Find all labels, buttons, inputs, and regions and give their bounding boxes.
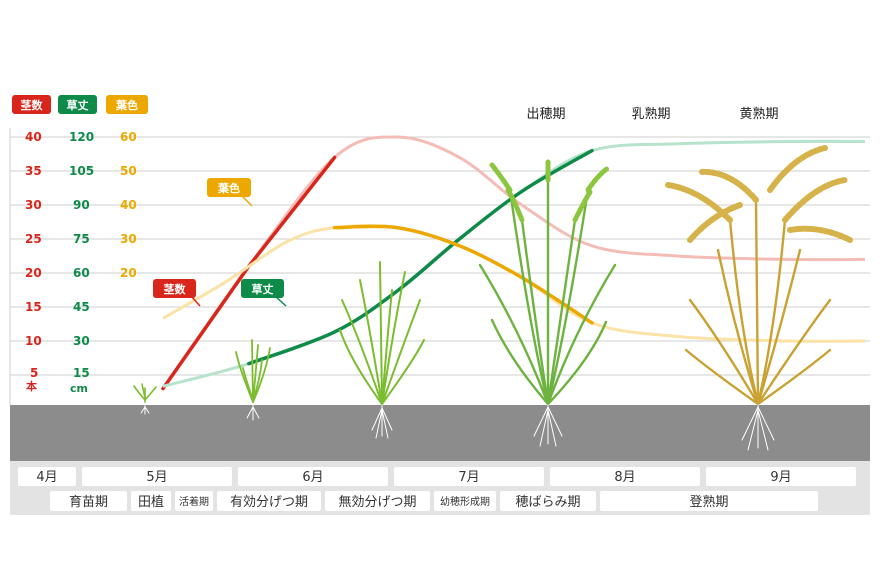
- callout-stems-label: 茎数: [164, 282, 187, 296]
- tick-label: 20: [25, 266, 42, 280]
- tick-label: 5: [30, 366, 38, 380]
- tick-label: 30: [25, 198, 42, 212]
- axis-unit-height: cm: [70, 382, 88, 395]
- month-label: 4月: [36, 470, 57, 485]
- stage-cell: [131, 491, 171, 511]
- month-cell: [394, 467, 544, 486]
- rice-plant-seedling-icon: [133, 383, 157, 403]
- stage-yellow-ripe: 黄熟期: [739, 106, 778, 122]
- tick-label: 105: [69, 164, 94, 178]
- legend: 茎数 草丈 葉色: [12, 95, 148, 114]
- month-cell: [706, 467, 856, 486]
- axis-stems: 40 35 30 25 20 15 10 5 本: [25, 130, 42, 393]
- stage-cell: [50, 491, 127, 511]
- tick-label: 15: [73, 366, 90, 380]
- tick-label: 60: [120, 130, 137, 144]
- month-cell: [238, 467, 388, 486]
- tick-label: 25: [25, 232, 42, 246]
- stage-milk-ripe: 乳熟期: [631, 106, 670, 122]
- ground-soil: [10, 405, 870, 461]
- callout-height: 草丈: [241, 279, 287, 307]
- month-label: 7月: [458, 470, 479, 485]
- tick-label: 40: [25, 130, 42, 144]
- month-label: 6月: [302, 470, 323, 485]
- grid-lines: [9, 128, 870, 405]
- month-cell: [82, 467, 232, 486]
- stage-heading-date: 出穂期: [526, 107, 565, 122]
- stage-label: 幼穂形成期: [440, 495, 490, 508]
- legend-stems-chip: [12, 95, 51, 114]
- axis-unit-stems: 本: [26, 379, 37, 393]
- month-label: 9月: [770, 470, 791, 485]
- axis-leaf-color: 60 50 40 30 20: [120, 130, 137, 280]
- tick-label: 90: [73, 198, 90, 212]
- axis-height: 120 105 90 75 60 45 30 15 cm: [69, 130, 94, 395]
- tick-label: 40: [120, 198, 137, 212]
- month-cell: [550, 467, 700, 486]
- callout-leaf-color-label: 葉色: [217, 181, 240, 195]
- tick-label: 10: [25, 334, 42, 348]
- tick-label: 20: [120, 266, 137, 280]
- callout-stems: 茎数: [153, 279, 201, 307]
- tick-label: 45: [73, 300, 90, 314]
- tick-label: 50: [120, 164, 137, 178]
- legend-leaf-color-label: 葉色: [115, 98, 138, 112]
- callout-leaf-color: 葉色: [207, 178, 253, 207]
- series-line-stems-full: [161, 135, 866, 390]
- stage-label: 活着期: [179, 495, 209, 508]
- stage-cell: [600, 491, 818, 511]
- series-line-leaf_color: [332, 224, 594, 325]
- stage-label: 穂ばらみ期: [515, 495, 580, 510]
- tick-label: 15: [25, 300, 42, 314]
- legend-height-chip: [58, 95, 97, 114]
- legend-leaf-color-chip: [106, 95, 148, 114]
- month-row: 4月 5月 6月 7月 8月 9月: [18, 467, 856, 486]
- stage-cell: [175, 491, 213, 511]
- tick-label: 120: [69, 130, 94, 144]
- top-stage-labels: 出穂期 乳熟期 黄熟期: [526, 106, 778, 122]
- tick-label: 30: [73, 334, 90, 348]
- tick-label: 75: [73, 232, 90, 246]
- stage-cell: [325, 491, 430, 511]
- series-layer: [161, 135, 866, 391]
- stage-label: 有効分げつ期: [230, 495, 308, 510]
- stage-cell: [434, 491, 496, 511]
- stage-label: 育苗期: [69, 494, 108, 510]
- stage-label: 無効分げつ期: [338, 495, 416, 510]
- stage-label: 田植: [138, 495, 164, 510]
- month-label: 8月: [614, 470, 635, 485]
- rice-plant-ripe-icon: [665, 145, 853, 406]
- legend-stems-label: 茎数: [21, 98, 44, 112]
- series-line-height-full: [162, 139, 866, 388]
- callout-height-label: 草丈: [252, 282, 274, 296]
- stage-row: 育苗期 田植 活着期 有効分げつ期 無効分げつ期 幼穂形成期 穂ばらみ期 登熟期: [50, 491, 818, 511]
- rice-plant-tillering-icon: [339, 261, 425, 405]
- rice-plant-heading-icon: [478, 157, 617, 406]
- series-line-height: [247, 148, 594, 366]
- root-icons: [140, 404, 775, 451]
- rice-plant-young-icon: [235, 339, 271, 403]
- stage-label: 登熟期: [689, 494, 728, 510]
- month-cell: [18, 467, 76, 486]
- stage-cell: [217, 491, 321, 511]
- stage-cell: [500, 491, 596, 511]
- tick-label: 60: [73, 266, 90, 280]
- tick-label: 30: [120, 232, 137, 246]
- tick-label: 35: [25, 164, 42, 178]
- legend-height-label: 草丈: [67, 98, 89, 112]
- month-label: 5月: [146, 470, 167, 485]
